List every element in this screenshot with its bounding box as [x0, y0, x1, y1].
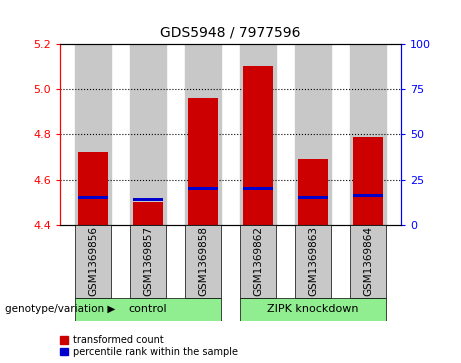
Bar — [75, 225, 111, 298]
Bar — [240, 44, 276, 225]
Text: GSM1369857: GSM1369857 — [143, 227, 153, 296]
Bar — [240, 298, 386, 321]
Bar — [75, 44, 111, 225]
Bar — [240, 225, 276, 298]
Bar — [133, 203, 163, 225]
Bar — [188, 98, 218, 225]
Bar — [295, 44, 331, 225]
Text: GSM1369862: GSM1369862 — [253, 227, 263, 296]
Bar — [295, 225, 331, 298]
Title: GDS5948 / 7977596: GDS5948 / 7977596 — [160, 26, 301, 40]
Bar — [130, 44, 166, 225]
Text: GSM1369863: GSM1369863 — [308, 227, 318, 296]
Bar — [353, 194, 383, 197]
Bar — [130, 225, 166, 298]
Bar — [185, 225, 221, 298]
Bar — [243, 187, 273, 190]
Text: genotype/variation ▶: genotype/variation ▶ — [5, 305, 115, 314]
Bar — [75, 298, 221, 321]
Bar — [188, 187, 218, 190]
Bar — [78, 196, 108, 199]
Text: GSM1369864: GSM1369864 — [363, 227, 373, 296]
Bar — [298, 159, 328, 225]
Legend: transformed count, percentile rank within the sample: transformed count, percentile rank withi… — [60, 335, 238, 357]
Bar — [353, 136, 383, 225]
Bar — [185, 44, 221, 225]
Bar — [350, 44, 386, 225]
Bar — [298, 196, 328, 199]
Bar — [243, 66, 273, 225]
Text: control: control — [129, 305, 167, 314]
Text: GSM1369858: GSM1369858 — [198, 227, 208, 296]
Bar — [78, 152, 108, 225]
Text: ZIPK knockdown: ZIPK knockdown — [267, 305, 359, 314]
Bar — [350, 225, 386, 298]
Text: GSM1369856: GSM1369856 — [88, 227, 98, 296]
Bar — [133, 198, 163, 201]
